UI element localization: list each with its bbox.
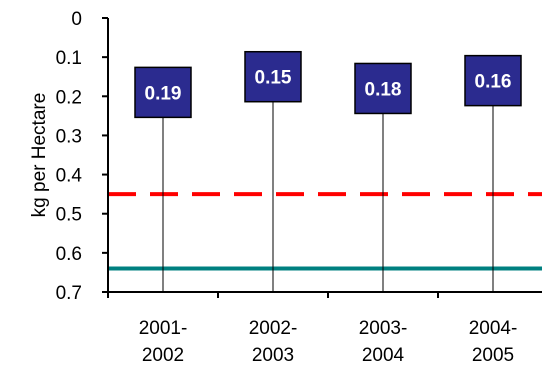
data-point-marker — [244, 50, 302, 103]
data-label: 0.18 — [365, 79, 402, 100]
data-label: 0.16 — [475, 72, 512, 93]
data-point-marker — [464, 54, 522, 107]
y-tick-label: 0.4 — [56, 166, 83, 187]
data-markers: 0.19 0.15 0.18 0.16 — [134, 50, 522, 119]
data-label: 0.15 — [255, 68, 292, 89]
x-category-label: 2002 — [142, 345, 184, 366]
y-tick-label: 0.7 — [56, 283, 82, 304]
x-category-label: 2003 — [252, 345, 294, 366]
x-category-label: 2002- — [249, 318, 298, 339]
x-category-label: 2001- — [139, 318, 188, 339]
drop-lines — [162, 76, 494, 292]
y-tick-label: 0.3 — [56, 126, 82, 147]
y-tick-label: 0 — [71, 9, 82, 30]
axes — [107, 18, 542, 293]
x-category-label: 2005 — [472, 345, 514, 366]
y-axis-label: kg per Hectare — [29, 93, 50, 218]
data-label: 0.19 — [145, 83, 182, 104]
x-category-label: 2003- — [359, 318, 408, 339]
y-tick-label: 0.2 — [56, 87, 82, 108]
x-category-label: 2004 — [362, 345, 405, 366]
y-tick-label: 0.6 — [56, 244, 82, 265]
data-point-marker — [134, 66, 192, 119]
y-tick-label: 0.5 — [56, 205, 82, 226]
y-tick-label: 0.1 — [56, 48, 82, 69]
data-point-marker — [354, 62, 412, 115]
y-ticks: 0 0.1 0.2 0.3 0.4 0.5 0.6 0.7 — [56, 9, 108, 304]
x-ticks: 2001- 2002 2002- 2003 2003- 2004 2004- 2005 — [107, 292, 518, 366]
x-category-label: 2004- — [469, 318, 518, 339]
reference-lines — [108, 192, 542, 271]
